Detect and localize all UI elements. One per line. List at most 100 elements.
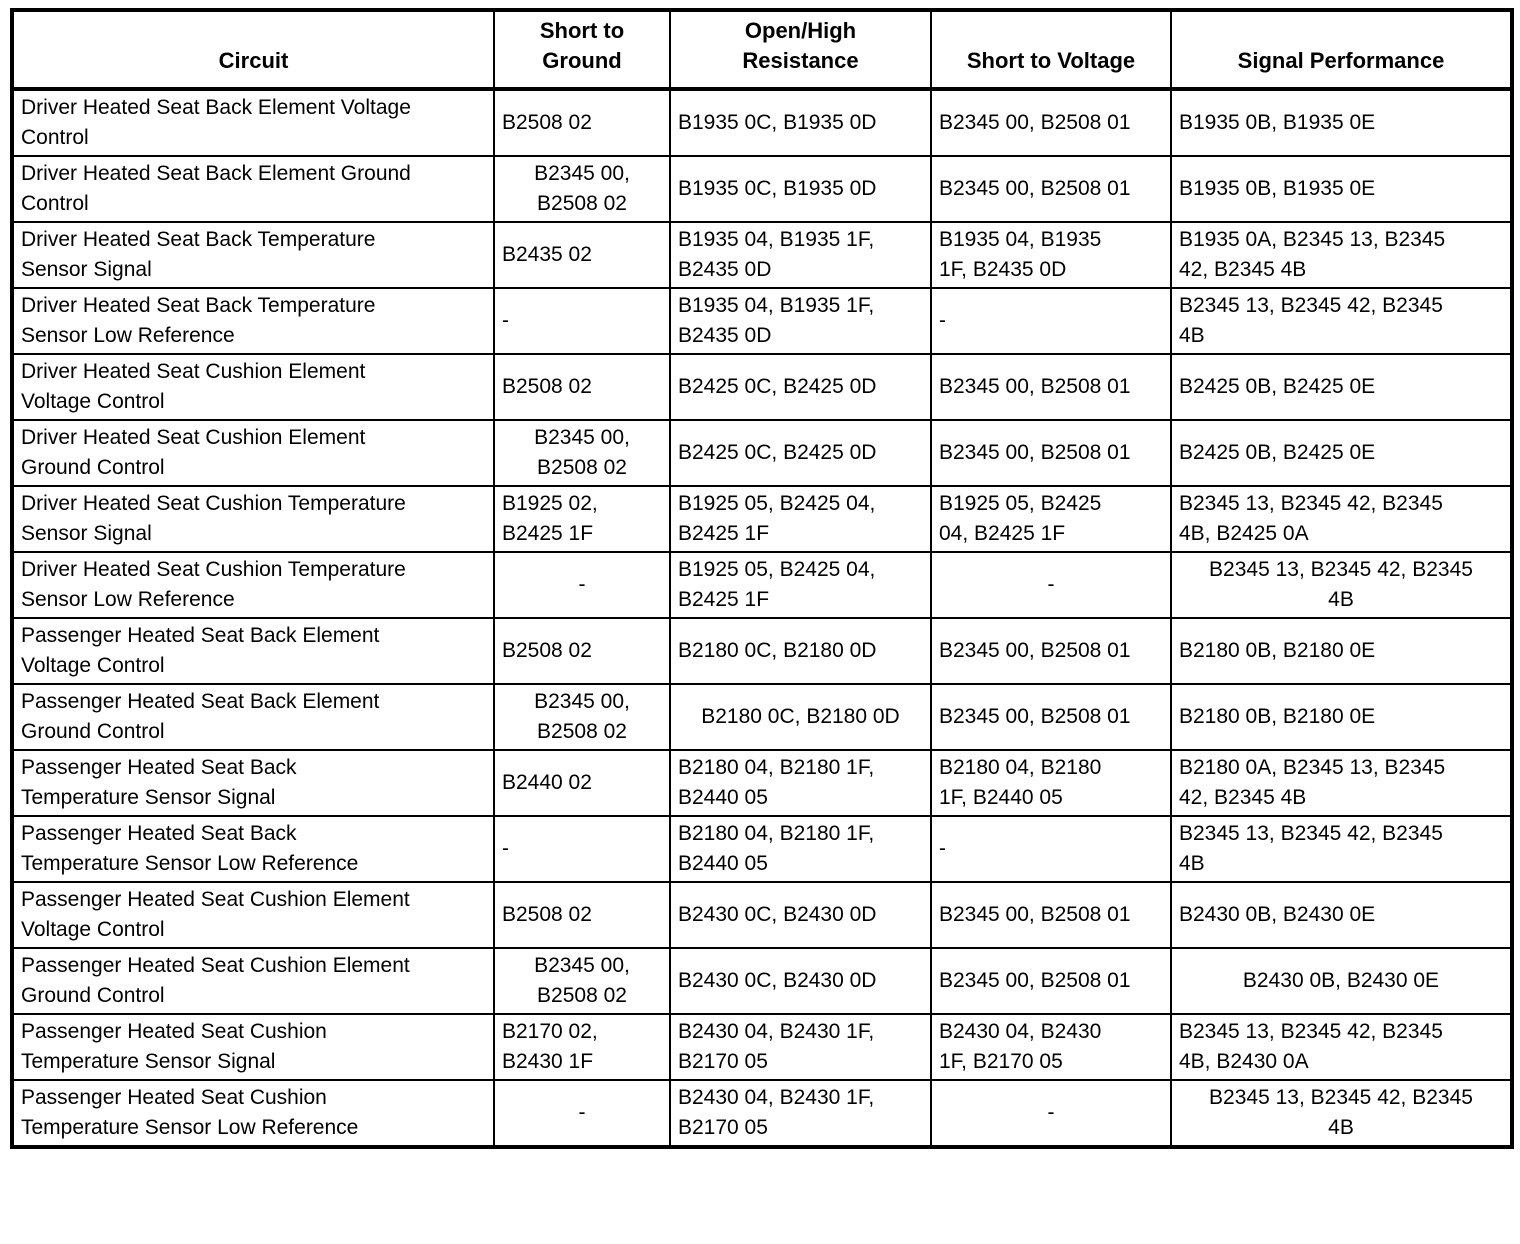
cell-signal-performance: B2345 13, B2345 42, B2345 4B xyxy=(1170,551,1513,619)
cell-open-high-resistance: B2180 04, B2180 1F, B2440 05 xyxy=(669,815,932,883)
cell-open-high-resistance: B1925 05, B2425 04, B2425 1F xyxy=(669,485,932,553)
header-row: Circuit Short to Ground Open/High Resist… xyxy=(11,8,1513,92)
dtc-circuit-table: Circuit Short to Ground Open/High Resist… xyxy=(10,8,1514,1149)
cell-open-high-resistance: B2180 0C, B2180 0D xyxy=(669,683,932,751)
cell-short-to-ground: B2440 02 xyxy=(493,749,671,817)
cell-short-to-voltage: B2345 00, B2508 01 xyxy=(930,88,1172,157)
table-row: Passenger Heated Seat Cushion Temperatur… xyxy=(11,1079,1513,1148)
table-row: Passenger Heated Seat Back Temperature S… xyxy=(11,749,1513,817)
cell-short-to-voltage: B2345 00, B2508 01 xyxy=(930,419,1172,487)
cell-short-to-ground: - xyxy=(493,1079,671,1148)
table-row: Driver Heated Seat Back Temperature Sens… xyxy=(11,287,1513,355)
cell-signal-performance: B2345 13, B2345 42, B2345 4B xyxy=(1170,1079,1513,1148)
cell-open-high-resistance: B2430 0C, B2430 0D xyxy=(669,947,932,1015)
cell-signal-performance: B2430 0B, B2430 0E xyxy=(1170,947,1513,1015)
cell-short-to-ground: B2435 02 xyxy=(493,221,671,289)
cell-signal-performance: B2345 13, B2345 42, B2345 4B xyxy=(1170,815,1513,883)
column-header-circuit: Circuit xyxy=(11,8,495,92)
cell-open-high-resistance: B2180 04, B2180 1F, B2440 05 xyxy=(669,749,932,817)
cell-short-to-voltage: - xyxy=(930,1079,1172,1148)
table-row: Passenger Heated Seat Back Element Volta… xyxy=(11,617,1513,685)
table-body: Driver Heated Seat Back Element Voltage … xyxy=(11,88,1513,1148)
cell-circuit: Driver Heated Seat Cushion Element Groun… xyxy=(11,419,495,487)
cell-circuit: Driver Heated Seat Back Element Ground C… xyxy=(11,155,495,223)
cell-short-to-ground: B2345 00, B2508 02 xyxy=(493,419,671,487)
cell-short-to-voltage: B2345 00, B2508 01 xyxy=(930,683,1172,751)
cell-signal-performance: B2180 0A, B2345 13, B2345 42, B2345 4B xyxy=(1170,749,1513,817)
cell-short-to-ground: B2508 02 xyxy=(493,88,671,157)
cell-short-to-ground: - xyxy=(493,551,671,619)
cell-short-to-ground: B2508 02 xyxy=(493,353,671,421)
cell-short-to-ground: B1925 02, B2425 1F xyxy=(493,485,671,553)
column-header-signal-performance: Signal Performance xyxy=(1170,8,1513,92)
cell-signal-performance: B2425 0B, B2425 0E xyxy=(1170,353,1513,421)
cell-signal-performance: B2425 0B, B2425 0E xyxy=(1170,419,1513,487)
cell-circuit: Passenger Heated Seat Cushion Temperatur… xyxy=(11,1079,495,1148)
cell-short-to-voltage: B2430 04, B2430 1F, B2170 05 xyxy=(930,1013,1172,1081)
table-row: Passenger Heated Seat Cushion Element Vo… xyxy=(11,881,1513,949)
cell-open-high-resistance: B1935 0C, B1935 0D xyxy=(669,155,932,223)
table-row: Passenger Heated Seat Cushion Element Gr… xyxy=(11,947,1513,1015)
cell-short-to-voltage: B2345 00, B2508 01 xyxy=(930,155,1172,223)
cell-circuit: Passenger Heated Seat Cushion Element Vo… xyxy=(11,881,495,949)
cell-circuit: Passenger Heated Seat Cushion Temperatur… xyxy=(11,1013,495,1081)
cell-circuit: Passenger Heated Seat Back Temperature S… xyxy=(11,749,495,817)
cell-open-high-resistance: B1935 0C, B1935 0D xyxy=(669,88,932,157)
cell-short-to-ground: B2170 02, B2430 1F xyxy=(493,1013,671,1081)
table-row: Driver Heated Seat Cushion Element Groun… xyxy=(11,419,1513,487)
cell-open-high-resistance: B2425 0C, B2425 0D xyxy=(669,419,932,487)
column-header-short-to-voltage: Short to Voltage xyxy=(930,8,1172,92)
cell-short-to-ground: - xyxy=(493,287,671,355)
cell-short-to-ground: B2508 02 xyxy=(493,617,671,685)
cell-circuit: Driver Heated Seat Back Temperature Sens… xyxy=(11,221,495,289)
cell-signal-performance: B2345 13, B2345 42, B2345 4B, B2430 0A xyxy=(1170,1013,1513,1081)
cell-circuit: Passenger Heated Seat Back Element Volta… xyxy=(11,617,495,685)
cell-short-to-voltage: - xyxy=(930,287,1172,355)
cell-circuit: Driver Heated Seat Back Element Voltage … xyxy=(11,88,495,157)
table-row: Driver Heated Seat Back Element Ground C… xyxy=(11,155,1513,223)
column-header-short-to-ground: Short to Ground xyxy=(493,8,671,92)
cell-short-to-ground: B2508 02 xyxy=(493,881,671,949)
cell-signal-performance: B2180 0B, B2180 0E xyxy=(1170,617,1513,685)
cell-signal-performance: B2180 0B, B2180 0E xyxy=(1170,683,1513,751)
cell-short-to-ground: B2345 00, B2508 02 xyxy=(493,947,671,1015)
cell-short-to-ground: - xyxy=(493,815,671,883)
table-row: Passenger Heated Seat Back Element Groun… xyxy=(11,683,1513,751)
cell-short-to-voltage: B2345 00, B2508 01 xyxy=(930,947,1172,1015)
cell-short-to-voltage: B2345 00, B2508 01 xyxy=(930,617,1172,685)
table-row: Driver Heated Seat Back Temperature Sens… xyxy=(11,221,1513,289)
cell-open-high-resistance: B2180 0C, B2180 0D xyxy=(669,617,932,685)
cell-open-high-resistance: B1925 05, B2425 04, B2425 1F xyxy=(669,551,932,619)
cell-circuit: Passenger Heated Seat Cushion Element Gr… xyxy=(11,947,495,1015)
cell-short-to-voltage: B2345 00, B2508 01 xyxy=(930,353,1172,421)
cell-signal-performance: B2345 13, B2345 42, B2345 4B, B2425 0A xyxy=(1170,485,1513,553)
table-row: Passenger Heated Seat Back Temperature S… xyxy=(11,815,1513,883)
cell-circuit: Driver Heated Seat Cushion Element Volta… xyxy=(11,353,495,421)
cell-circuit: Passenger Heated Seat Back Temperature S… xyxy=(11,815,495,883)
table-row: Passenger Heated Seat Cushion Temperatur… xyxy=(11,1013,1513,1081)
cell-short-to-voltage: B2180 04, B2180 1F, B2440 05 xyxy=(930,749,1172,817)
cell-short-to-ground: B2345 00, B2508 02 xyxy=(493,683,671,751)
table-row: Driver Heated Seat Back Element Voltage … xyxy=(11,88,1513,157)
cell-signal-performance: B2430 0B, B2430 0E xyxy=(1170,881,1513,949)
table-header: Circuit Short to Ground Open/High Resist… xyxy=(11,8,1513,92)
cell-open-high-resistance: B2430 0C, B2430 0D xyxy=(669,881,932,949)
cell-open-high-resistance: B2430 04, B2430 1F, B2170 05 xyxy=(669,1013,932,1081)
cell-short-to-voltage: - xyxy=(930,551,1172,619)
table-row: Driver Heated Seat Cushion Element Volta… xyxy=(11,353,1513,421)
cell-circuit: Driver Heated Seat Cushion Temperature S… xyxy=(11,485,495,553)
cell-short-to-voltage: - xyxy=(930,815,1172,883)
table-row: Driver Heated Seat Cushion Temperature S… xyxy=(11,485,1513,553)
cell-short-to-voltage: B1935 04, B1935 1F, B2435 0D xyxy=(930,221,1172,289)
cell-circuit: Driver Heated Seat Back Temperature Sens… xyxy=(11,287,495,355)
cell-circuit: Passenger Heated Seat Back Element Groun… xyxy=(11,683,495,751)
cell-short-to-voltage: B1925 05, B2425 04, B2425 1F xyxy=(930,485,1172,553)
cell-signal-performance: B2345 13, B2345 42, B2345 4B xyxy=(1170,287,1513,355)
column-header-open-high-resistance: Open/High Resistance xyxy=(669,8,932,92)
cell-circuit: Driver Heated Seat Cushion Temperature S… xyxy=(11,551,495,619)
cell-signal-performance: B1935 0B, B1935 0E xyxy=(1170,155,1513,223)
cell-open-high-resistance: B1935 04, B1935 1F, B2435 0D xyxy=(669,287,932,355)
cell-open-high-resistance: B1935 04, B1935 1F, B2435 0D xyxy=(669,221,932,289)
cell-short-to-voltage: B2345 00, B2508 01 xyxy=(930,881,1172,949)
